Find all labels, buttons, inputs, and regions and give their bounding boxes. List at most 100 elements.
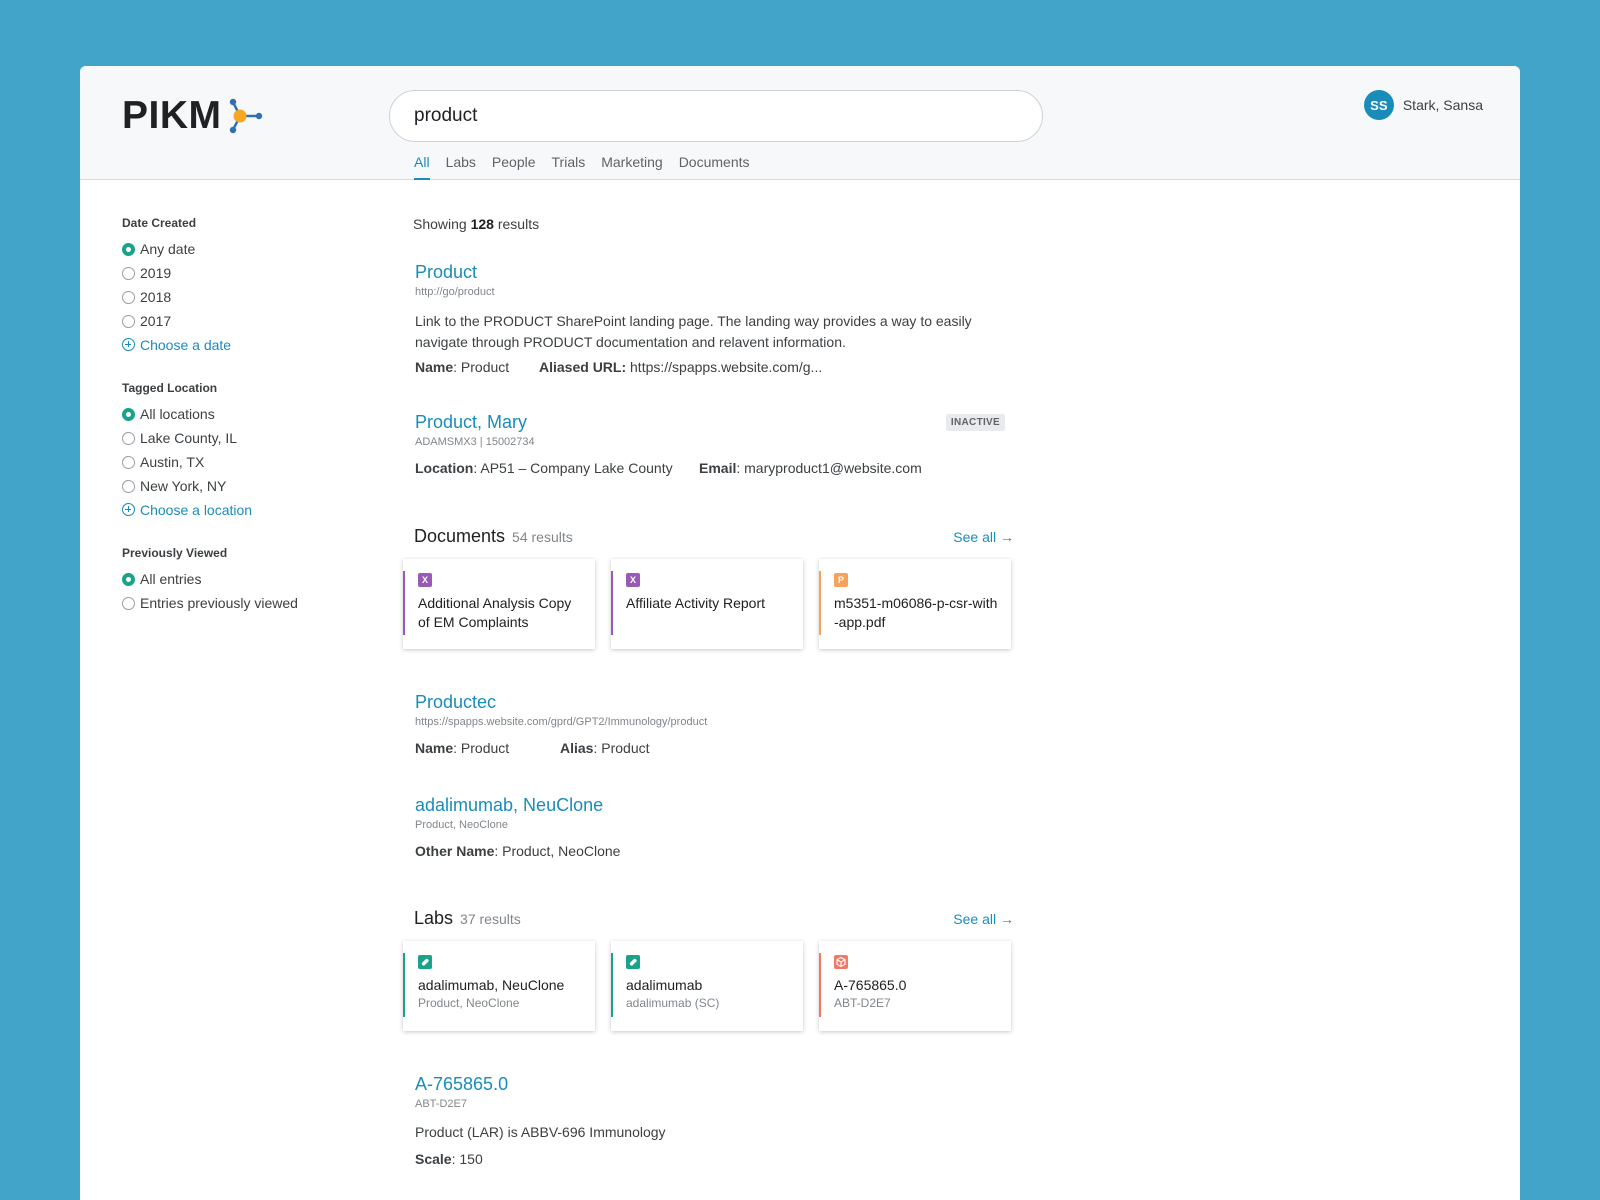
radio-lake-county[interactable]: Lake County, IL [122,426,362,450]
tab-all[interactable]: All [414,154,430,180]
meta-field: Location: AP51 – Company Lake County [415,460,699,476]
lab-card[interactable]: adalimumab, NeuClone Product, NeoClone [403,941,595,1031]
choose-location-link[interactable]: Choose a location [122,498,362,521]
card-accent-bar [611,571,613,635]
count-number: 128 [470,216,494,232]
radio-label: Lake County, IL [140,430,238,446]
radio-all-locations[interactable]: All locations [122,402,362,426]
tab-people[interactable]: People [491,154,536,170]
see-all-labs-link[interactable]: See all → [953,911,1014,927]
radio-button[interactable] [122,290,135,304]
result-url: https://spapps.website.com/gprd/GPT2/Imm… [415,716,708,728]
radio-new-york[interactable]: New York, NY [122,474,362,498]
pdf-icon: P [834,573,848,587]
user-menu[interactable]: SS Stark, Sansa [1363,90,1483,120]
card-subtitle: adalimumab (SC) [626,996,720,1010]
result-meta: Other Name: Product, NeoClone [415,843,1015,859]
result-description: Link to the PRODUCT SharePoint landing p… [415,313,972,350]
radio-button[interactable] [122,455,135,469]
plus-circle-icon [122,338,135,351]
meta-key: Other Name [415,843,495,859]
meta-sep: : [453,359,461,375]
meta-key: Alias [560,740,594,756]
result-count: Showing 128 results [413,216,539,232]
radio-button[interactable] [122,266,135,280]
header: PIKM All Labs People Trials Marketing Do… [80,66,1520,180]
meta-sep: : [494,843,503,859]
radio-button[interactable] [122,431,135,445]
radio-austin[interactable]: Austin, TX [122,450,362,474]
document-card[interactable]: X Additional Analysis Copy of EM Complai… [403,559,595,649]
radio-label: Any date [140,241,196,257]
tab-bar: All Labs People Trials Marketing Documen… [414,154,750,180]
radio-button[interactable] [122,479,135,493]
choose-date-link[interactable]: Choose a date [122,333,362,356]
filter-tagged-location: Tagged Location All locations Lake Count… [122,381,362,521]
card-accent-bar [611,953,613,1017]
meta-key: Aliased URL: [539,359,627,375]
result-meta: Name: Product Alias: Product [415,740,1015,756]
avatar[interactable]: SS [1363,90,1394,120]
section-count: 37 results [460,911,521,927]
labs-cards: adalimumab, NeuClone Product, NeoClone a… [403,941,1011,1031]
card-title: Affiliate Activity Report [626,595,766,611]
result-meta: Location: AP51 – Company Lake County Ema… [415,460,1015,476]
meta-value: Product [460,740,510,756]
radio-entries-viewed[interactable]: Entries previously viewed [122,591,362,615]
result-title[interactable]: adalimumab, NeuClone [415,795,604,815]
meta-field: Name: Product [415,740,560,756]
result-title[interactable]: Product, Mary [415,412,528,432]
meta-field: Other Name: Product, NeoClone [415,843,620,859]
card-accent-bar [403,953,405,1017]
radio-button[interactable] [122,596,135,610]
radio-label: Entries previously viewed [140,595,298,611]
lab-card[interactable]: A-765865.0 ABT-D2E7 [819,941,1011,1031]
logo[interactable]: PIKM [122,94,264,138]
radio-all-entries[interactable]: All entries [122,567,362,591]
radio-any-date[interactable]: Any date [122,237,362,261]
lab-card[interactable]: adalimumab adalimumab (SC) [611,941,803,1031]
radio-2019[interactable]: 2019 [122,261,362,285]
tab-documents[interactable]: Documents [678,154,750,170]
count-suffix: results [497,216,540,232]
result-url: http://go/product [415,286,495,298]
radio-label: All locations [140,406,215,422]
card-title: A-765865.0 [834,977,907,993]
meta-key: Scale [415,1151,452,1167]
see-all-documents-link[interactable]: See all → [953,529,1014,545]
documents-cards: X Additional Analysis Copy of EM Complai… [403,559,1011,649]
radio-button[interactable] [122,242,135,256]
search-box[interactable] [389,90,1043,142]
result-meta: Name: Product Aliased URL: https://spapp… [415,359,1015,375]
tab-trials[interactable]: Trials [551,154,586,170]
radio-button[interactable] [122,314,135,328]
document-card[interactable]: P m5351-m06086-p-csr-with-app.pdf [819,559,1011,649]
user-name[interactable]: Stark, Sansa [1402,97,1483,113]
radio-label: Austin, TX [140,454,205,470]
radio-2018[interactable]: 2018 [122,285,362,309]
see-all-label: See all [953,529,997,545]
meta-sep: : [473,460,481,476]
meta-field: Alias: Product [560,740,650,756]
meta-value: Product [460,359,510,375]
result-title[interactable]: A-765865.0 [415,1074,509,1094]
tab-labs[interactable]: Labs [445,154,476,170]
result-title[interactable]: Productec [415,692,497,712]
search-input[interactable] [414,105,1042,127]
choose-location-label: Choose a location [140,501,253,518]
labs-section-header: Labs 37 results See all → [414,908,1014,932]
meta-field: Email: maryproduct1@website.com [699,460,922,476]
radio-2017[interactable]: 2017 [122,309,362,333]
tab-marketing[interactable]: Marketing [601,154,663,170]
result-item: A-765865.0 ABT-D2E7 Product (LAR) is ABB… [415,1074,1015,1167]
pill-icon [418,955,432,969]
card-accent-bar [819,953,821,1017]
result-title[interactable]: Product [415,262,478,282]
document-card[interactable]: X Affiliate Activity Report [611,559,803,649]
radio-button[interactable] [122,572,135,586]
radio-button[interactable] [122,407,135,421]
meta-value: Product, NeoClone [502,843,621,859]
filter-title: Tagged Location [122,381,218,395]
card-title: adalimumab, NeuClone [418,977,565,993]
result-description: Product (LAR) is ABBV-696 Immunology [415,1124,666,1140]
